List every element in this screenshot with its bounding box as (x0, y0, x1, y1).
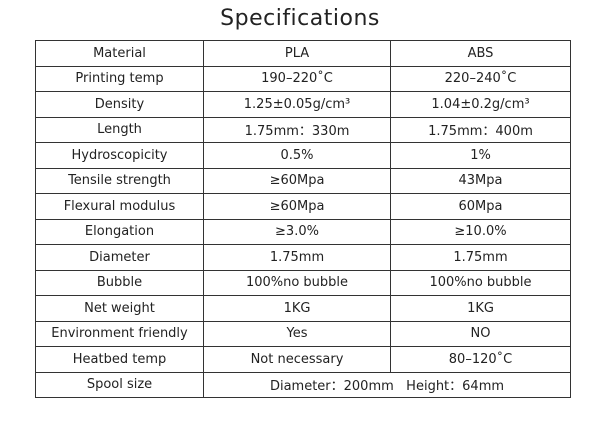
row-label: Length (35, 116, 204, 143)
cell: Not necessary (203, 346, 391, 373)
cell: 1% (390, 142, 571, 169)
row-label: Tensile strength (35, 167, 204, 194)
cell: 1KG (390, 295, 571, 322)
row-label: Hydroscopicity (35, 142, 204, 169)
cell: 1.75mm (203, 244, 391, 271)
table-row: Spool size Diameter：200mm Height：64mm (35, 371, 571, 398)
spec-table: Material PLA ABS Printing temp 190–220˚C 220–… (35, 40, 571, 398)
cell: ABS (390, 40, 571, 67)
cell: 220–240˚C (390, 65, 571, 92)
row-label: Environment friendly (35, 320, 204, 347)
row-label: Flexural modulus (35, 193, 204, 220)
table-row: Length 1.75mm：330m 1.75mm：400m (35, 116, 571, 143)
row-label: Spool size (35, 371, 204, 398)
table-row: Density 1.25±0.05g/cm³ 1.04±0.2g/cm³ (35, 91, 571, 118)
table-row: Hydroscopicity 0.5% 1% (35, 142, 571, 169)
cell: 1.75mm (390, 244, 571, 271)
table-row: Diameter 1.75mm 1.75mm (35, 244, 571, 271)
cell: 1.04±0.2g/cm³ (390, 91, 571, 118)
cell: 1KG (203, 295, 391, 322)
row-label: Elongation (35, 218, 204, 245)
cell: 100%no bubble (390, 269, 571, 296)
cell: ≥3.0% (203, 218, 391, 245)
header-row: Material PLA ABS (35, 40, 571, 67)
row-label: Heatbed temp (35, 346, 204, 373)
cell: 80–120˚C (390, 346, 571, 373)
row-label: Printing temp (35, 65, 204, 92)
table-row: Bubble 100%no bubble 100%no bubble (35, 269, 571, 296)
table-row: Elongation ≥3.0% ≥10.0% (35, 218, 571, 245)
table-row: Heatbed temp Not necessary 80–120˚C (35, 346, 571, 373)
cell: 1.75mm：400m (390, 116, 571, 143)
title: Specifications (220, 6, 380, 31)
row-label: Diameter (35, 244, 204, 271)
row-label: Bubble (35, 269, 204, 296)
cell: 43Mpa (390, 167, 571, 194)
row-label: Net weight (35, 295, 204, 322)
table-row: Flexural modulus ≥60Mpa 60Mpa (35, 193, 571, 220)
cell: Diameter：200mm Height：64mm (203, 371, 571, 398)
cell: 60Mpa (390, 193, 571, 220)
row-label: Material (35, 40, 204, 67)
cell: NO (390, 320, 571, 347)
table-row: Net weight 1KG 1KG (35, 295, 571, 322)
cell: 1.75mm：330m (203, 116, 391, 143)
table-row: Environment friendly Yes NO (35, 320, 571, 347)
cell: 190–220˚C (203, 65, 391, 92)
cell: Yes (203, 320, 391, 347)
cell: ≥60Mpa (203, 167, 391, 194)
table-row: Printing temp 190–220˚C 220–240˚C (35, 65, 571, 92)
cell: ≥60Mpa (203, 193, 391, 220)
row-label: Density (35, 91, 204, 118)
cell: ≥10.0% (390, 218, 571, 245)
cell: 100%no bubble (203, 269, 391, 296)
cell: PLA (203, 40, 391, 67)
cell: 0.5% (203, 142, 391, 169)
cell: 1.25±0.05g/cm³ (203, 91, 391, 118)
table-row: Tensile strength ≥60Mpa 43Mpa (35, 167, 571, 194)
